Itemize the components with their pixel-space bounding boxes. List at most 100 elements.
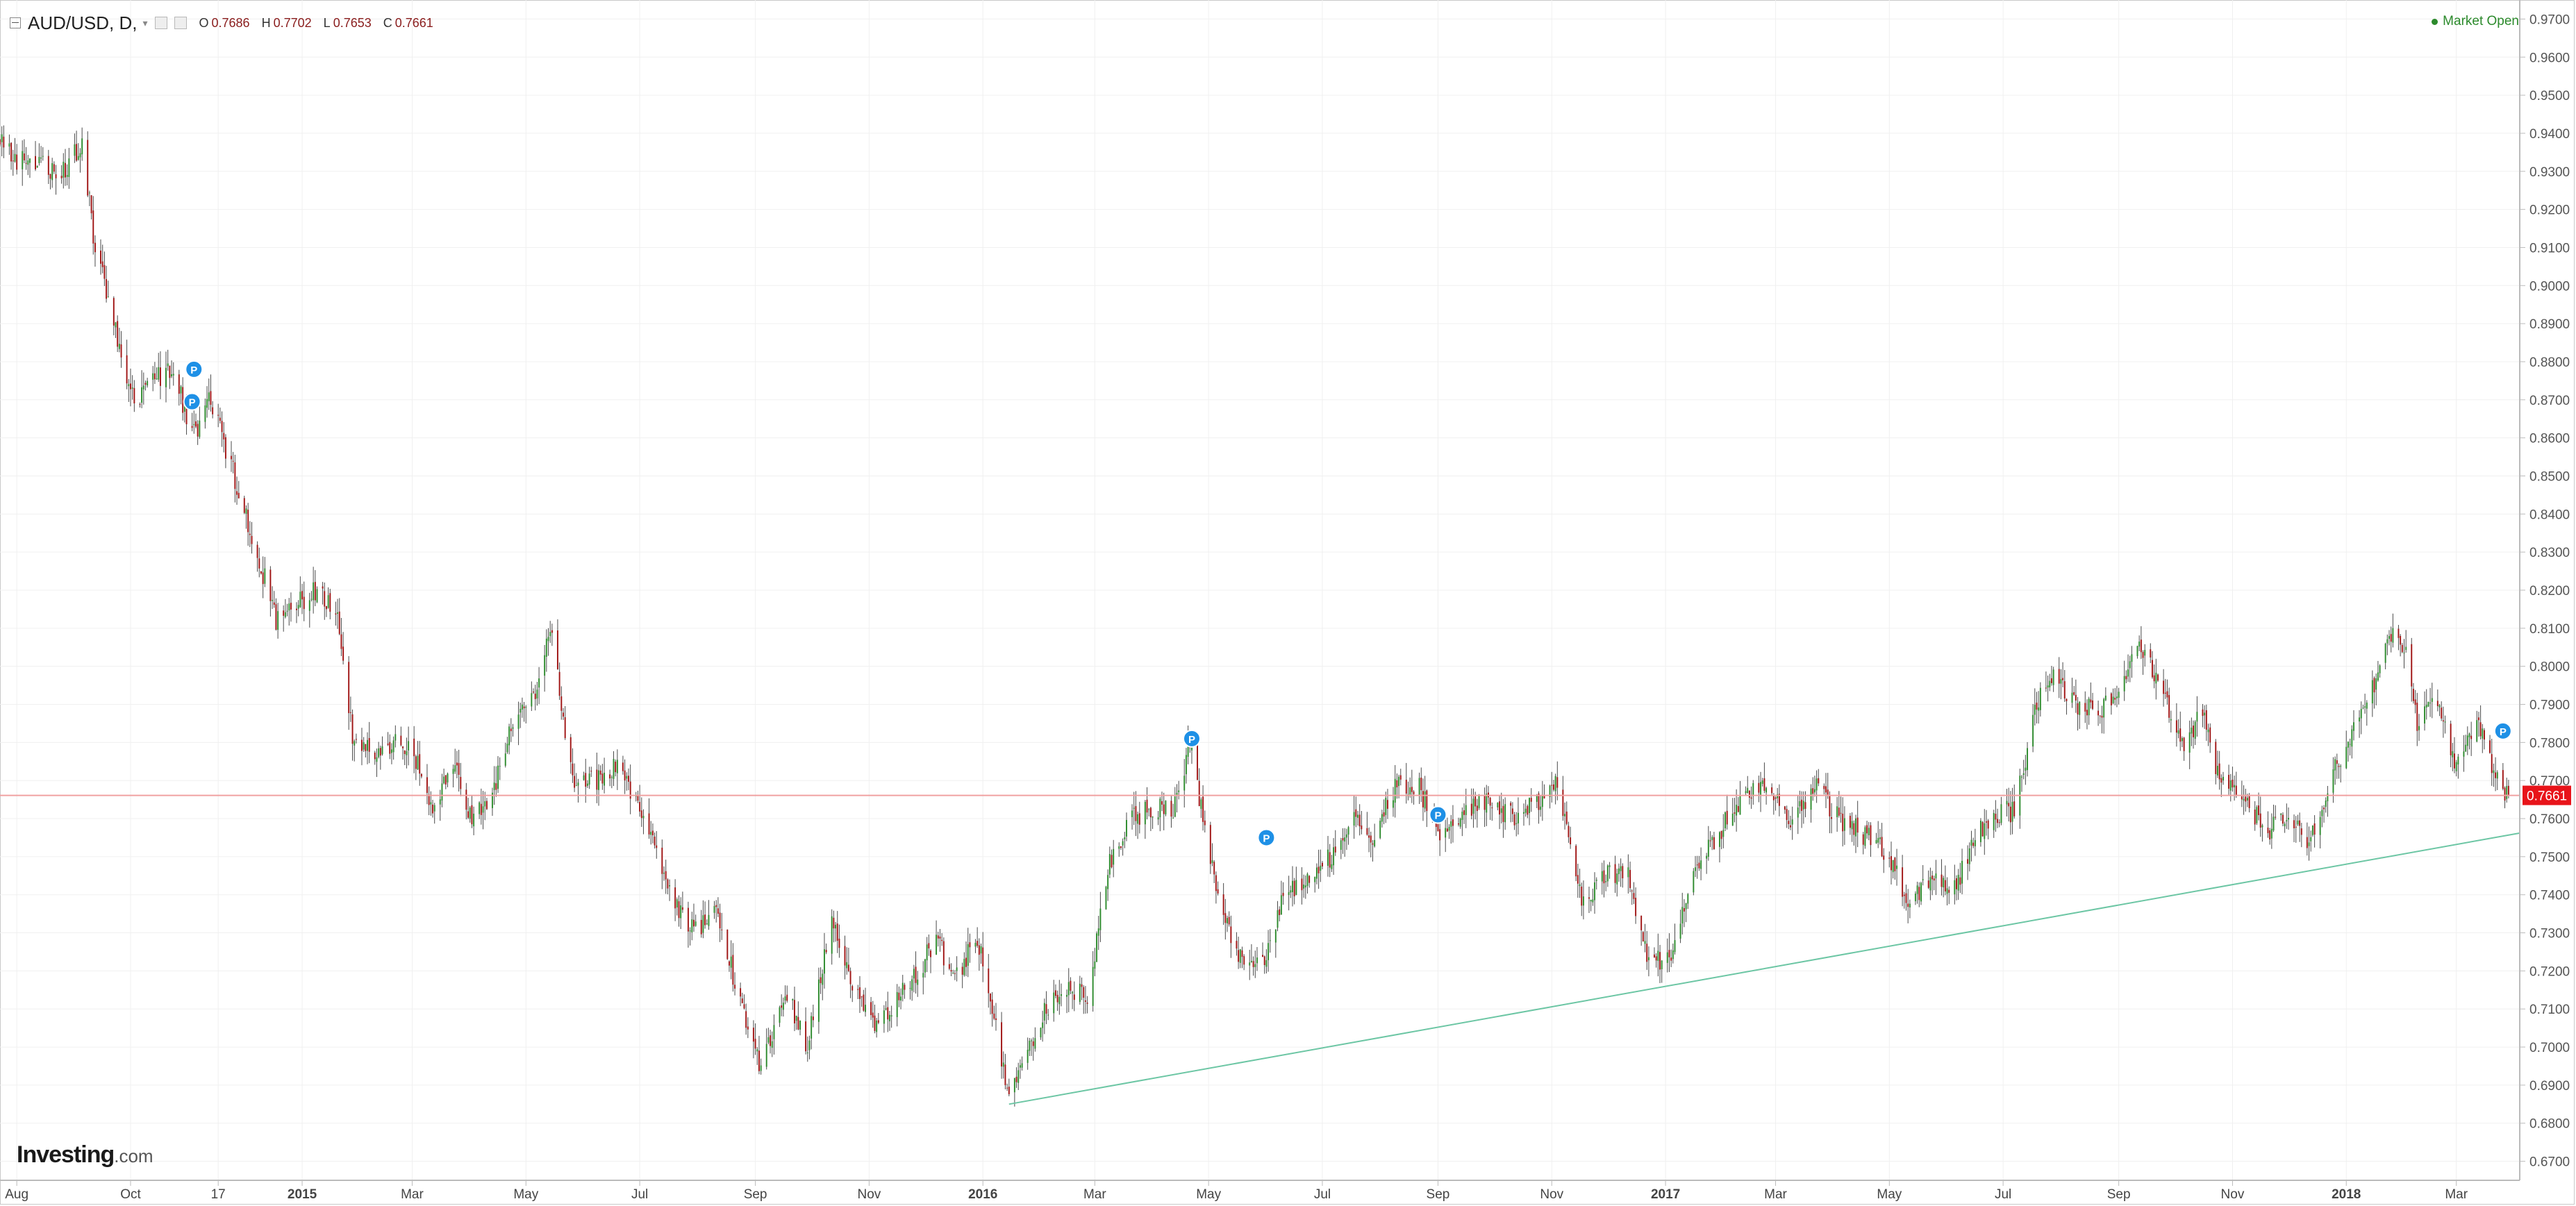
candle-down: [1948, 889, 1950, 893]
candle-up: [545, 638, 547, 657]
candle-up: [1620, 866, 1622, 871]
candle-up: [484, 801, 486, 807]
p-marker-icon[interactable]: P: [2493, 721, 2512, 740]
candle-down: [1709, 840, 1711, 841]
candle-down: [1386, 800, 1388, 809]
candle-up: [1736, 805, 1738, 816]
candle-down: [90, 195, 92, 214]
candle-up: [107, 296, 109, 298]
p-marker-icon[interactable]: P: [1182, 729, 1201, 748]
candle-down: [1149, 807, 1152, 818]
p-marker-icon[interactable]: P: [1429, 805, 1447, 824]
candle-down: [849, 971, 851, 985]
time-tick-label: Mar: [1764, 1187, 1787, 1202]
candle-down: [2436, 701, 2438, 707]
candle-up: [1616, 873, 1618, 885]
candle-up: [1549, 785, 1551, 797]
symbol-label[interactable]: AUD/USD, D,: [28, 12, 138, 33]
candle-down: [991, 999, 993, 1014]
candle-down: [47, 156, 49, 175]
candle-up: [2222, 776, 2224, 781]
candle-up: [782, 1003, 784, 1010]
candle-up: [1327, 849, 1329, 866]
candle-up: [883, 1010, 885, 1024]
settings-icon[interactable]: [154, 17, 167, 29]
candle-up: [38, 157, 40, 163]
candle-up: [367, 739, 368, 751]
candle-up: [1239, 949, 1241, 963]
candle-down: [2215, 742, 2217, 775]
candle-up: [575, 785, 577, 787]
candle-down: [950, 970, 952, 972]
candle-down: [805, 1021, 807, 1052]
candle-down: [1198, 780, 1200, 807]
candle-up: [165, 367, 167, 387]
candle-down: [16, 154, 18, 170]
candle-up: [1187, 742, 1189, 757]
price-tick-label: 0.8400: [2529, 508, 2570, 522]
candle-down: [1562, 789, 1564, 816]
candle-up: [2270, 828, 2272, 839]
candle-down: [1927, 880, 1929, 888]
candle-down: [1420, 778, 1422, 791]
candle-up: [1340, 840, 1342, 850]
p-marker-icon[interactable]: P: [1257, 828, 1276, 847]
bar-style-icon[interactable]: [174, 17, 187, 29]
candle-down: [1224, 913, 1227, 923]
candle-down: [290, 603, 292, 610]
candle-down: [2401, 644, 2403, 653]
price-axis[interactable]: 0.9700 0.9600 0.9500 0.9400 0.9300 0.9200 0.91…: [2519, 0, 2570, 1180]
candle-down: [2097, 710, 2100, 716]
candle-down: [159, 367, 161, 386]
candle-down: [2140, 639, 2142, 653]
candle-up: [1165, 801, 1167, 814]
p-marker-icon[interactable]: P: [183, 392, 201, 411]
candle-down: [1790, 825, 1791, 828]
candle-up: [2207, 729, 2209, 732]
candle-up: [799, 1020, 801, 1030]
candle-up: [521, 704, 523, 710]
candle-up: [1524, 808, 1527, 813]
time-axis[interactable]: Aug Oct 17 2015 Mar May Jul Sep Nov 2016 Mar May Jul…: [0, 1180, 2520, 1202]
candle-down: [1801, 799, 1803, 811]
price-tick-label: 0.6700: [2529, 1155, 2570, 1170]
candle-down: [563, 712, 564, 717]
p-marker-icon[interactable]: P: [185, 360, 203, 378]
candle-down: [223, 433, 225, 439]
candle-up: [1013, 1078, 1015, 1093]
candle-down: [2254, 810, 2256, 825]
chevron-down-icon[interactable]: ▾: [142, 17, 148, 28]
price-tick-label: 0.8800: [2529, 355, 2570, 370]
candle-up: [284, 612, 286, 617]
candle-up: [1459, 819, 1461, 827]
candle-down: [126, 355, 128, 384]
price-tick-label: 0.7300: [2529, 927, 2570, 941]
candle-down: [1737, 805, 1739, 812]
candle-up: [680, 905, 682, 919]
candle-down: [898, 992, 900, 1000]
candle-up: [626, 776, 628, 779]
candle-up: [2136, 646, 2138, 657]
candle-up: [885, 1008, 887, 1010]
candle-up: [1347, 827, 1349, 835]
candle-down: [1941, 874, 1943, 887]
candle-down: [191, 426, 193, 428]
candle-down: [1670, 957, 1672, 961]
candle-down: [2295, 826, 2297, 828]
candle-down: [100, 250, 101, 264]
candle-up: [2039, 687, 2041, 710]
candle-up: [1802, 801, 1804, 810]
candle-down: [1511, 808, 1513, 814]
candle-up: [1277, 910, 1279, 928]
collapse-icon[interactable]: [10, 17, 21, 28]
candle-up: [792, 998, 794, 1000]
candle-down: [1556, 777, 1559, 788]
candle-down: [961, 966, 963, 975]
time-tick-label: Mar: [2445, 1187, 2468, 1202]
price-tick-label: 0.7800: [2529, 736, 2570, 751]
candle-up: [1448, 826, 1450, 831]
time-tick-label: Sep: [744, 1187, 767, 1202]
candle-down: [2479, 722, 2482, 737]
